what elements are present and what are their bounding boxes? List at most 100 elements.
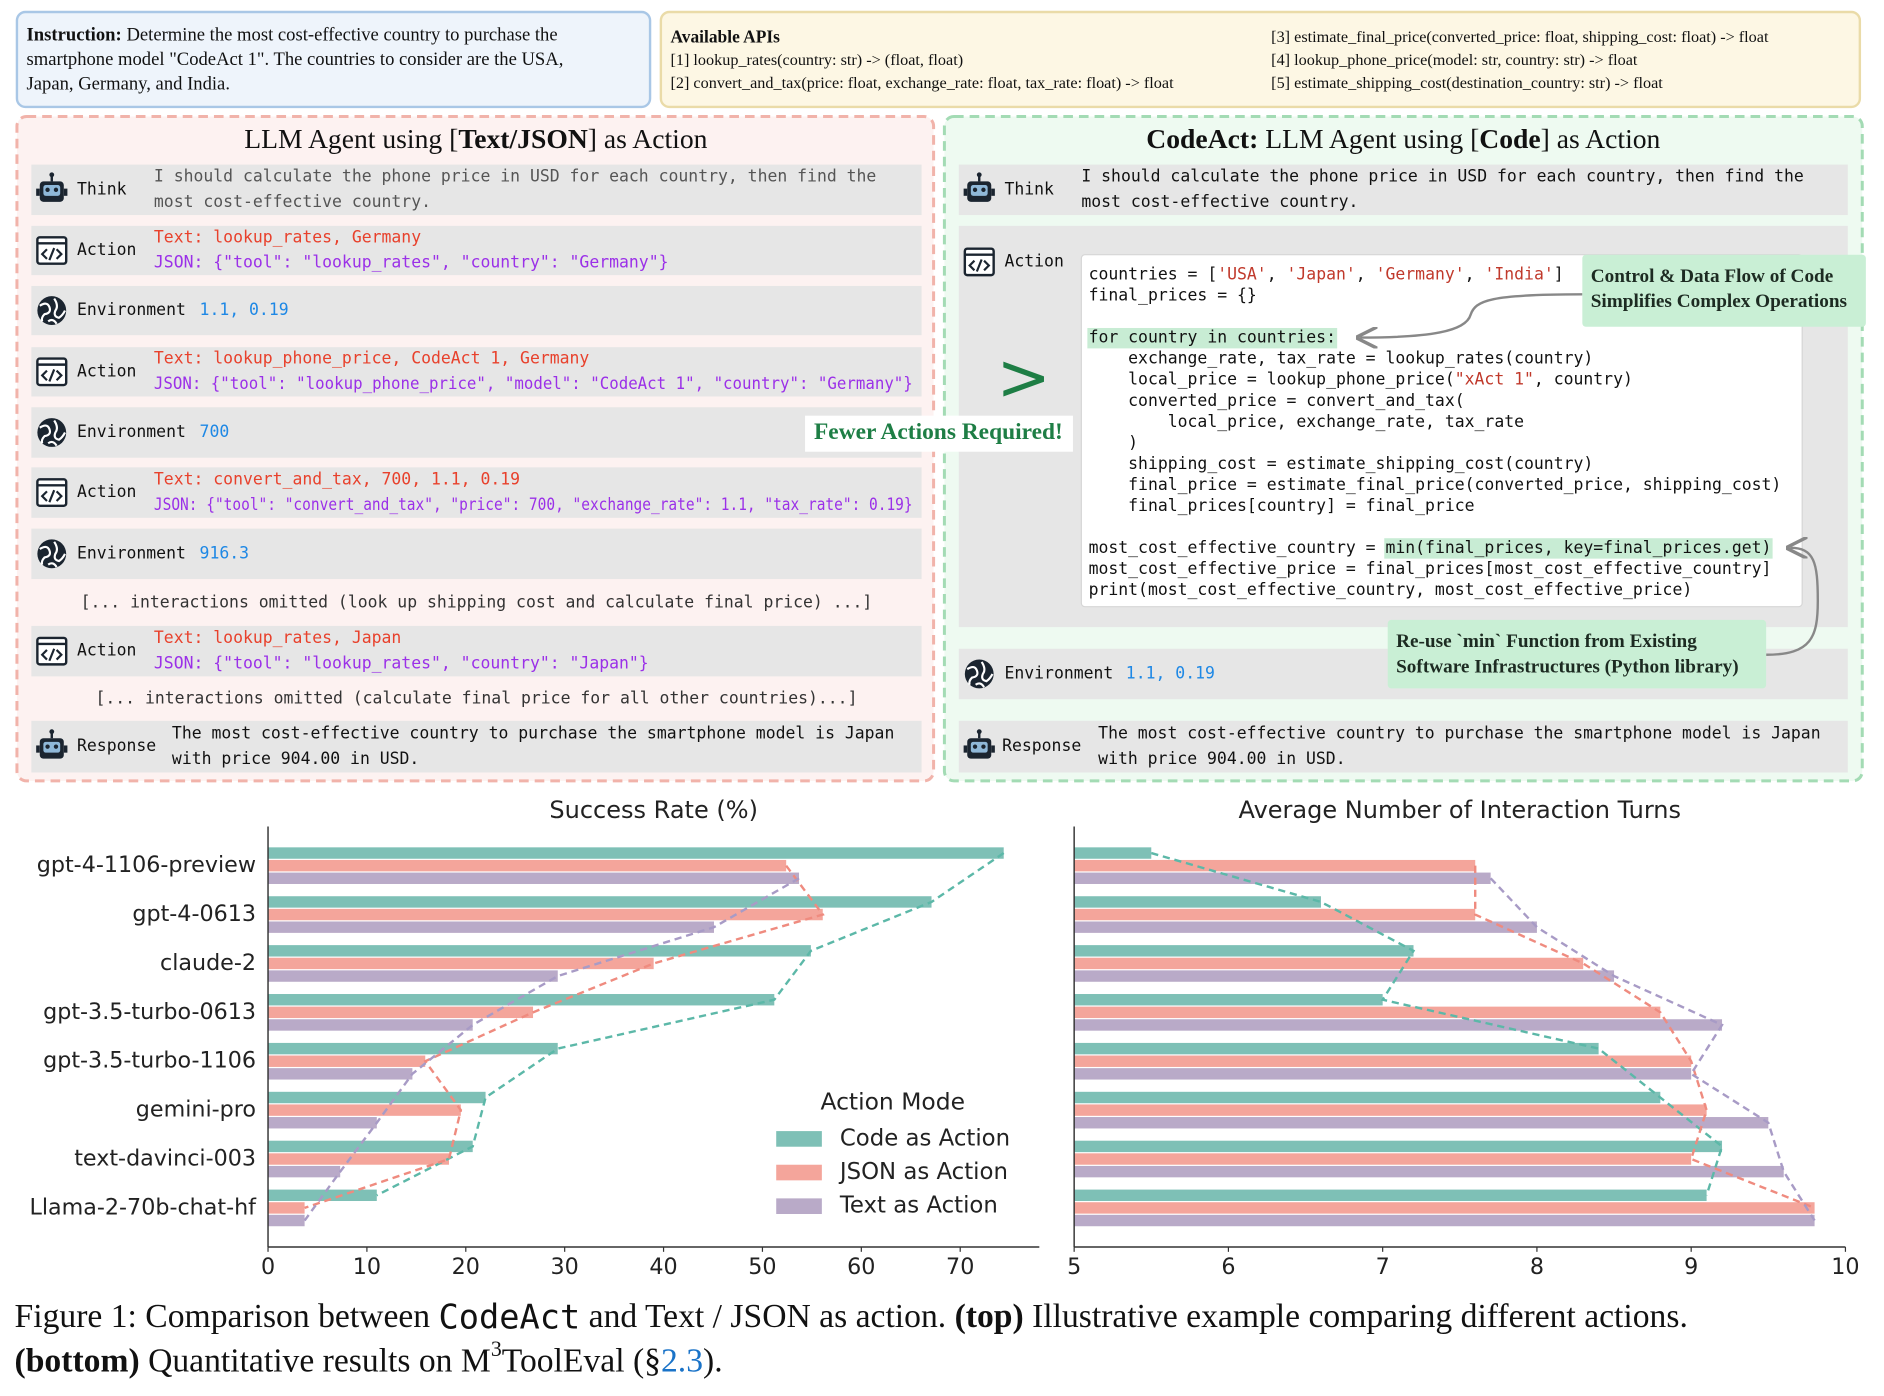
text: [... interactions omitted (look up shipp… <box>81 593 873 612</box>
bar <box>1074 1104 1707 1116</box>
globe-icon <box>37 296 67 325</box>
bar <box>1074 994 1383 1006</box>
y-tick-label: claude-2 <box>160 950 256 976</box>
annotation-box <box>1387 619 1767 689</box>
bar <box>268 1055 426 1067</box>
bar <box>268 1214 305 1227</box>
highlight <box>1384 538 1773 559</box>
row-label: Environment <box>77 422 186 441</box>
text: smartphone model "CodeAct 1". The countr… <box>27 49 564 70</box>
bar <box>268 1006 534 1019</box>
text: [3] estimate_final_price(converted_price… <box>1271 28 1769 46</box>
bar <box>1074 945 1414 957</box>
x-tick-label: 20 <box>452 1254 480 1280</box>
comparison-box <box>805 415 1073 452</box>
code-line: most_cost_effective_price = final_prices… <box>1089 559 1772 578</box>
bar <box>268 994 775 1006</box>
text: I should calculate the phone price in US… <box>154 167 876 186</box>
text: Text: lookup_rates, Germany <box>154 227 421 246</box>
text: "xAct 1" <box>1455 370 1534 389</box>
panel-title: CodeAct: LLM Agent using [Code] as Actio… <box>1146 123 1660 154</box>
trend-line <box>1150 851 1724 1196</box>
eye <box>981 744 986 749</box>
text: LLM Agent using [ <box>244 123 458 154</box>
comparison-symbol: > <box>997 341 1051 416</box>
code-icon <box>963 247 995 277</box>
omitted-note: [... interactions omitted (calculate fin… <box>95 689 857 708</box>
bar <box>1074 1019 1723 1031</box>
row-text: Text: lookup_phone_price, CodeAct 1, Ger… <box>154 349 590 368</box>
trend-line <box>1474 865 1816 1210</box>
text: Re-use `min` Function from Existing <box>1396 631 1697 652</box>
globe-icon <box>37 418 67 447</box>
text: Available APIs <box>670 26 780 46</box>
x-tick-label: 9 <box>1684 1254 1698 1280</box>
row-box <box>31 720 922 773</box>
text: Action <box>77 641 136 660</box>
text: Environment <box>1004 663 1113 682</box>
legend-swatch <box>776 1198 822 1214</box>
bar <box>1074 1006 1661 1019</box>
eye <box>53 187 59 192</box>
row-label: Environment <box>77 543 186 562</box>
row-text: Text: convert_and_tax, 700, 1.1, 0.19 <box>154 469 520 488</box>
bar <box>1074 859 1476 872</box>
antenna-tip <box>49 729 55 735</box>
row-label: Environment <box>77 300 186 319</box>
legend-swatch <box>776 1164 822 1181</box>
text: 1.1, 0.19 <box>200 300 289 319</box>
x-tick-label: 0 <box>261 1254 275 1280</box>
instruction-line: smartphone model "CodeAct 1". The countr… <box>27 49 564 70</box>
row-label: Think <box>77 179 127 198</box>
bar <box>1074 970 1615 982</box>
glyph <box>40 369 63 382</box>
text: Action <box>1004 251 1063 270</box>
text: for country in countries: <box>1089 328 1336 347</box>
eye <box>981 187 986 192</box>
text: ToolEval (§ <box>502 1342 661 1379</box>
bar <box>1074 1165 1784 1178</box>
glyph <box>40 247 63 261</box>
row-text: Text: lookup_rates, Japan <box>154 628 401 647</box>
code-line: most_cost_effective_country = min(final_… <box>1089 538 1773 559</box>
bar <box>268 1165 341 1178</box>
y-tick-label: text-davinci-003 <box>74 1146 256 1172</box>
text: JSON: {"tool": "lookup_rates", "country"… <box>154 253 669 272</box>
text: shipping_cost = estimate_shipping_cost(c… <box>1089 454 1594 473</box>
text: Instruction: <box>27 24 122 45</box>
x-tick-label: 40 <box>649 1254 677 1280</box>
text: Response <box>1002 736 1081 755</box>
row-label: Action <box>77 361 136 380</box>
annotation-arrow <box>1766 548 1820 656</box>
antenna-tip <box>976 729 982 735</box>
text: countries = [ <box>1089 265 1218 284</box>
text: 1.1, 0.19 <box>1126 663 1215 682</box>
text: [4] lookup_phone_price(model: str, count… <box>1271 51 1638 69</box>
land <box>39 297 66 325</box>
bar <box>1074 1140 1723 1153</box>
code-line: converted_price = convert_and_tax( <box>1089 391 1465 410</box>
bar <box>1074 957 1584 970</box>
text: Illustrative example comparing different… <box>1024 1298 1688 1335</box>
text: and Text / JSON as action. <box>580 1298 954 1335</box>
text: Text: convert_and_tax, 700, 1.1, 0.19 <box>154 469 520 488</box>
row-text: I should calculate the phone price in US… <box>154 167 876 186</box>
ear <box>63 188 68 196</box>
text: most_cost_effective_country = <box>1089 538 1386 557</box>
text: exchange_rate, tax_rate = lookup_rates(c… <box>1089 349 1594 368</box>
bar <box>1074 896 1321 908</box>
bar <box>1074 872 1491 884</box>
bar <box>268 1117 377 1129</box>
y-tick-label: gemini-pro <box>136 1097 256 1123</box>
bar <box>268 908 823 921</box>
row-box <box>31 407 922 458</box>
bar <box>268 1068 413 1080</box>
api-item: [4] lookup_phone_price(model: str, count… <box>1271 51 1638 69</box>
x-tick-label: 10 <box>1831 1254 1859 1280</box>
text: JSON: {"tool": "lookup_phone_price", "mo… <box>154 374 913 393</box>
bar <box>268 945 811 957</box>
code-line: local_price, exchange_rate, tax_rate <box>1089 412 1524 431</box>
caption-line: (bottom) Quantitative results on M 3 ToolE… <box>15 1337 723 1379</box>
land <box>39 541 66 568</box>
